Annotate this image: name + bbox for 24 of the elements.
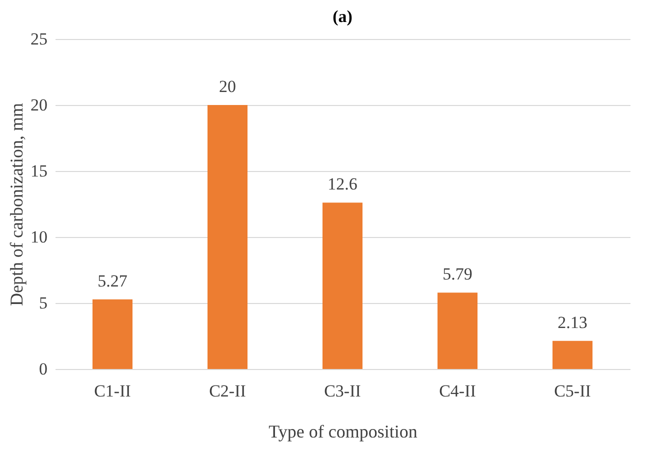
- bar: [438, 292, 478, 369]
- chart-title: (a): [332, 7, 352, 26]
- x-tick-label: C2-II: [209, 382, 246, 400]
- y-tick-label: 15: [30, 162, 48, 180]
- y-tick-label: 0: [39, 360, 48, 378]
- x-tick-label: C4-II: [439, 382, 476, 400]
- x-tick-label: C3-II: [324, 382, 362, 400]
- x-axis-title: Type of composition: [268, 422, 418, 442]
- bar: [208, 105, 248, 369]
- data-label: 20: [219, 77, 236, 96]
- bar: [92, 299, 132, 369]
- y-tick-label: 25: [30, 30, 48, 48]
- y-tick-label: 20: [30, 96, 48, 114]
- data-label: 5.79: [442, 264, 472, 284]
- y-axis-title: Depth of carbonization, mm: [6, 103, 26, 306]
- data-label: 2.13: [558, 312, 588, 332]
- x-tick-label: C1-II: [94, 382, 132, 400]
- data-label: 12.6: [328, 174, 358, 194]
- y-tick-label: 10: [30, 228, 48, 246]
- y-tick-label: 5: [39, 294, 48, 312]
- bar: [552, 340, 592, 369]
- x-tick-label: C5-II: [554, 382, 592, 400]
- data-label: 5.27: [98, 271, 128, 290]
- bar: [322, 202, 362, 369]
